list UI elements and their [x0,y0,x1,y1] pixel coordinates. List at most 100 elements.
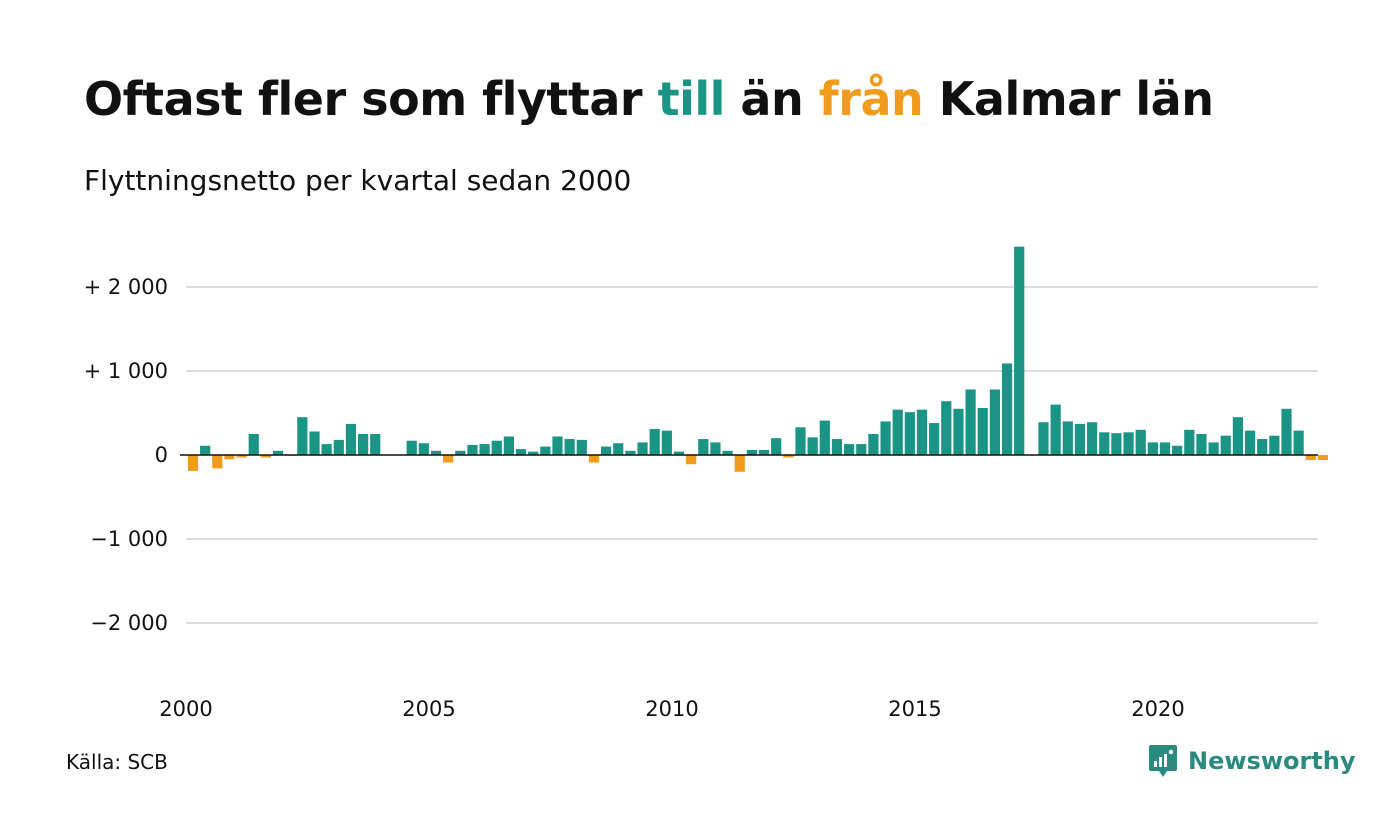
y-tick-label: + 2 000 [84,275,168,299]
bar [576,439,587,455]
bar [540,446,551,455]
grid-lines [186,286,1318,624]
x-tick-label: 2010 [645,697,698,721]
bar [515,449,527,455]
bar [868,434,879,455]
title-till: till [657,72,726,126]
bar [1135,429,1146,455]
bar [613,443,624,455]
bar [856,444,867,455]
chart-subtitle: Flyttningsnetto per kvartal sedan 2000 [84,164,632,197]
bar [819,420,830,455]
bar [200,445,211,455]
bar [1232,417,1243,455]
bar [491,440,502,455]
bar [345,423,357,455]
bar [528,451,539,455]
bar [224,455,235,460]
bar [1159,442,1171,455]
bar [758,449,770,455]
bar [370,434,381,455]
bar [1281,408,1292,455]
bar [430,450,442,455]
bar [965,389,976,455]
bar [1208,442,1219,455]
bar [1038,422,1049,455]
bar [1244,430,1256,455]
bar [746,449,757,455]
bar [248,434,259,455]
bar [309,431,320,455]
bar [1062,421,1073,455]
bar [1001,363,1013,455]
bar [649,428,660,455]
bar [783,455,794,458]
bar [1074,423,1086,455]
bar [358,434,369,455]
bar [1147,442,1158,455]
bar [795,427,806,455]
bar [625,450,636,455]
bar [1293,430,1304,455]
bar [187,455,199,471]
bar [467,444,478,455]
bar [212,455,223,469]
bar [1317,455,1329,461]
bar [916,409,928,455]
bar [698,439,709,455]
bar [771,438,782,455]
bar [406,440,417,455]
y-tick-label: 0 [155,443,168,467]
bar [807,437,818,455]
bar [601,446,612,455]
bar [564,439,575,455]
title-part-1: Oftast fler som flyttar [84,72,658,126]
x-tick-label: 2015 [888,697,941,721]
bar [734,455,745,472]
bar [455,450,466,455]
bar [443,455,454,463]
bar [297,417,308,455]
title-part-3: Kalmar län [923,72,1214,126]
bar [1099,432,1110,455]
bar [1111,433,1122,455]
x-tick-label: 2000 [159,697,212,721]
bar [321,444,332,455]
bar [1220,435,1231,455]
bars [187,246,1329,472]
y-tick-label: −2 000 [90,611,168,635]
bar [904,412,915,455]
x-tick-label: 2020 [1131,697,1184,721]
brand-name: Newsworthy [1188,747,1356,775]
bar [552,436,563,455]
bar [686,455,697,465]
bar [1087,422,1098,455]
bar [673,451,685,455]
y-tick-label: + 1 000 [84,359,168,383]
bar [418,443,429,455]
bar [710,442,721,455]
bar [929,423,940,455]
bar [892,409,903,455]
bar [1196,434,1207,455]
bar [236,455,247,458]
bar [1050,404,1061,455]
bar [503,436,514,455]
bar [989,389,1000,455]
newsworthy-logo-icon [1149,745,1177,777]
bar [272,450,284,455]
bar [880,421,891,455]
bar [661,430,672,455]
bar [479,444,490,455]
source-note: Källa: SCB [66,750,168,774]
bar [1257,439,1268,455]
title-fran: från [818,72,924,126]
title-part-2: än [724,72,819,126]
bar [722,450,733,455]
bar [844,444,855,455]
y-axis-labels: + 2 000 + 1 000 0 −1 000 −2 000 [84,275,168,635]
bar [831,439,843,455]
bar [1305,455,1316,461]
chart-title: Oftast fler som flyttar till än från Kal… [84,72,1214,126]
